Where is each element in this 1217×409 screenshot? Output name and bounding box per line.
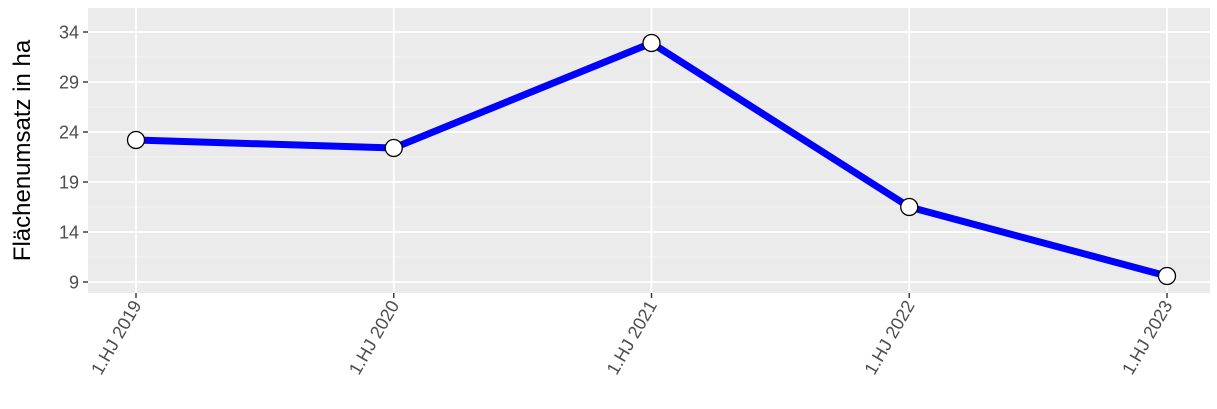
y-tick-label: 29 bbox=[59, 73, 79, 93]
y-tick-label: 19 bbox=[59, 173, 79, 193]
y-axis-title: Flächenumsatz in ha bbox=[9, 39, 36, 261]
x-tick-label: 1.HJ 2021 bbox=[603, 297, 661, 378]
axis-ticks bbox=[83, 31, 1168, 298]
data-point bbox=[642, 33, 661, 53]
y-tick-label: 24 bbox=[59, 123, 79, 143]
x-tick-label: 1.HJ 2022 bbox=[860, 297, 918, 378]
grid-minor bbox=[88, 56, 1210, 258]
grid-major bbox=[88, 8, 1210, 293]
data-point bbox=[900, 197, 919, 217]
data-point bbox=[1157, 266, 1177, 286]
y-tick-label: 34 bbox=[59, 23, 79, 43]
panel-background bbox=[88, 8, 1210, 293]
series bbox=[126, 33, 1177, 286]
x-tick-labels: 1.HJ 2019 1.HJ 2020 1.HJ 2021 1.HJ 2022 1.HJ… bbox=[87, 297, 1176, 378]
data-point bbox=[384, 138, 403, 158]
x-tick-label: 1.HJ 2023 bbox=[1118, 297, 1176, 378]
x-tick-label: 1.HJ 2019 bbox=[87, 297, 145, 378]
y-tick-labels: 9 14 19 24 29 34 bbox=[59, 23, 79, 293]
y-tick-label: 9 bbox=[69, 273, 79, 293]
y-tick-label: 14 bbox=[59, 223, 79, 243]
x-tick-label: 1.HJ 2020 bbox=[345, 297, 403, 378]
data-point bbox=[126, 130, 146, 150]
